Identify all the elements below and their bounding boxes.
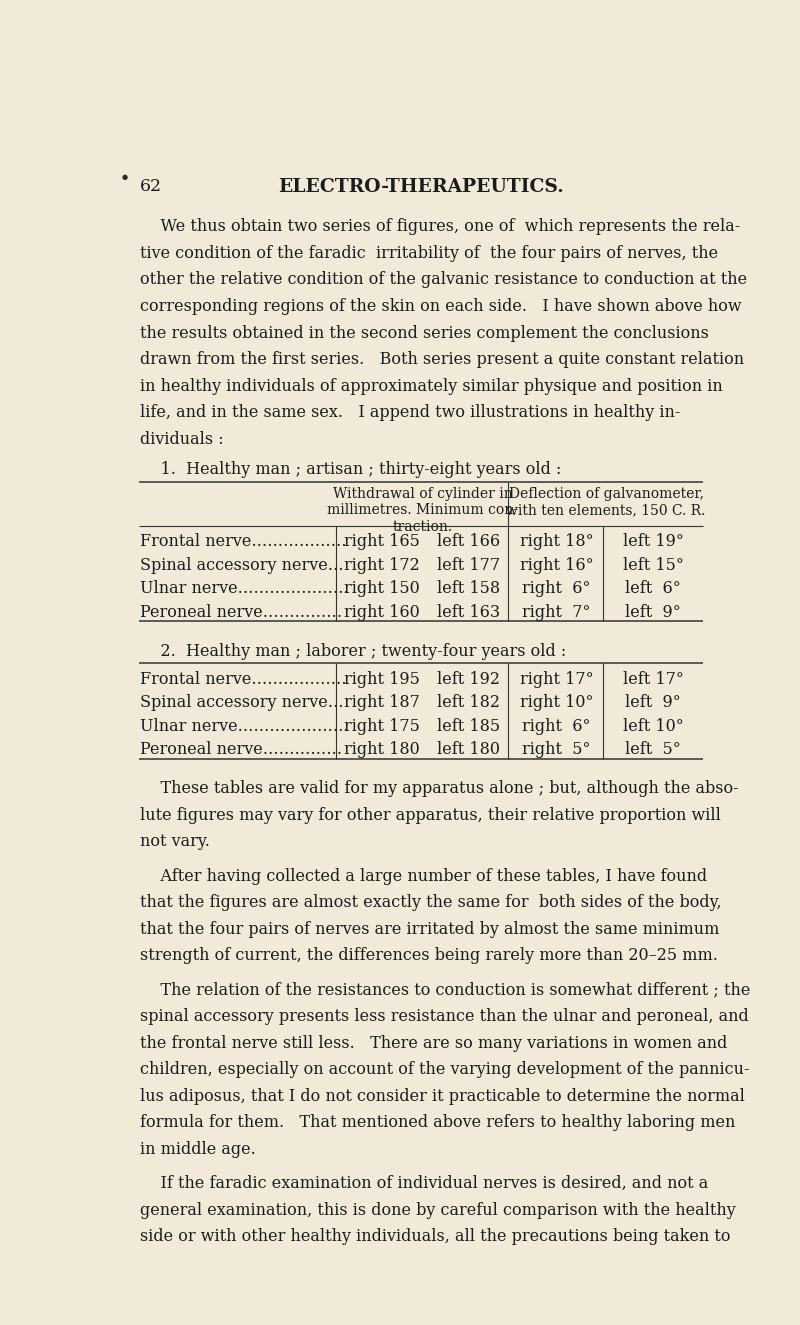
Text: right 165: right 165: [344, 534, 420, 550]
Text: If the faradic examination of individual nerves is desired, and not a: If the faradic examination of individual…: [140, 1175, 709, 1192]
Text: strength of current, the differences being rarely more than 20–25 mm.: strength of current, the differences bei…: [140, 947, 718, 965]
Text: drawn from the first series.   Both series present a quite constant relation: drawn from the first series. Both series…: [140, 351, 745, 368]
Text: left 192: left 192: [437, 670, 500, 688]
Text: in healthy individuals of approximately similar physique and position in: in healthy individuals of approximately …: [140, 378, 723, 395]
Text: right 16°: right 16°: [520, 556, 594, 574]
Text: left 185: left 185: [437, 718, 500, 735]
Text: life, and in the same sex.   I append two illustrations in healthy in-: life, and in the same sex. I append two …: [140, 404, 681, 421]
Text: tive condition of the faradic  irritability of  the four pairs of nerves, the: tive condition of the faradic irritabili…: [140, 245, 718, 262]
Text: right 175: right 175: [344, 718, 420, 735]
Text: the results obtained in the second series complement the conclusions: the results obtained in the second serie…: [140, 325, 709, 342]
Text: left  5°: left 5°: [626, 742, 682, 758]
Text: that the figures are almost exactly the same for  both sides of the body,: that the figures are almost exactly the …: [140, 894, 722, 912]
Text: Peroneal nerve……………: Peroneal nerve……………: [140, 604, 342, 621]
Text: The relation of the resistances to conduction is somewhat different ; the: The relation of the resistances to condu…: [140, 982, 750, 999]
Text: formula for them.   That mentioned above refers to healthy laboring men: formula for them. That mentioned above r…: [140, 1114, 736, 1132]
Text: that the four pairs of nerves are irritated by almost the same minimum: that the four pairs of nerves are irrita…: [140, 921, 720, 938]
Text: 62: 62: [140, 179, 162, 195]
Text: These tables are valid for my apparatus alone ; but, although the abso-: These tables are valid for my apparatus …: [140, 780, 739, 798]
Text: ●: ●: [122, 175, 128, 180]
Text: left  9°: left 9°: [626, 694, 682, 712]
Text: not vary.: not vary.: [140, 833, 210, 851]
Text: Peroneal nerve……………: Peroneal nerve……………: [140, 742, 342, 758]
Text: left 166: left 166: [437, 534, 500, 550]
Text: lute figures may vary for other apparatus, their relative proportion will: lute figures may vary for other apparatu…: [140, 807, 721, 824]
Text: left 15°: left 15°: [623, 556, 684, 574]
Text: left  9°: left 9°: [626, 604, 682, 621]
Text: left 19°: left 19°: [623, 534, 684, 550]
Text: left 177: left 177: [437, 556, 500, 574]
Text: right 172: right 172: [344, 556, 419, 574]
Text: children, especially on account of the varying development of the pannicu-: children, especially on account of the v…: [140, 1061, 750, 1079]
Text: right  7°: right 7°: [522, 604, 590, 621]
Text: Ulnar nerve…………………: Ulnar nerve…………………: [140, 718, 349, 735]
Text: right 195: right 195: [344, 670, 420, 688]
Text: After having collected a large number of these tables, I have found: After having collected a large number of…: [140, 868, 707, 885]
Text: in middle age.: in middle age.: [140, 1141, 256, 1158]
Text: 1.  Healthy man ; artisan ; thirty-eight years old :: 1. Healthy man ; artisan ; thirty-eight …: [140, 461, 562, 478]
Text: other the relative condition of the galvanic resistance to conduction at the: other the relative condition of the galv…: [140, 272, 747, 289]
Text: Frontal nerve………………: Frontal nerve………………: [140, 534, 347, 550]
Text: right  5°: right 5°: [522, 742, 590, 758]
Text: right 17°: right 17°: [520, 670, 594, 688]
Text: right 10°: right 10°: [520, 694, 594, 712]
Text: Spinal accessory nerve…: Spinal accessory nerve…: [140, 556, 344, 574]
Text: right 180: right 180: [344, 742, 419, 758]
Text: side or with other healthy individuals, all the precautions being taken to: side or with other healthy individuals, …: [140, 1228, 731, 1246]
Text: left 10°: left 10°: [623, 718, 684, 735]
Text: right  6°: right 6°: [522, 718, 590, 735]
Text: ELECTRO-THERAPEUTICS.: ELECTRO-THERAPEUTICS.: [278, 179, 564, 196]
Text: Spinal accessory nerve…: Spinal accessory nerve…: [140, 694, 344, 712]
Text: the frontal nerve still less.   There are so many variations in women and: the frontal nerve still less. There are …: [140, 1035, 728, 1052]
Text: right  6°: right 6°: [522, 580, 590, 598]
Text: left 182: left 182: [437, 694, 500, 712]
Text: left 17°: left 17°: [623, 670, 684, 688]
Text: general examination, this is done by careful comparison with the healthy: general examination, this is done by car…: [140, 1202, 736, 1219]
Text: Ulnar nerve…………………: Ulnar nerve…………………: [140, 580, 349, 598]
Text: left 163: left 163: [437, 604, 500, 621]
Text: right 18°: right 18°: [520, 534, 594, 550]
Text: left 158: left 158: [437, 580, 500, 598]
Text: Deflection of galvanometer,
with ten elements, 150 C. R.: Deflection of galvanometer, with ten ele…: [506, 488, 706, 517]
Text: Frontal nerve………………: Frontal nerve………………: [140, 670, 347, 688]
Text: spinal accessory presents less resistance than the ulnar and peroneal, and: spinal accessory presents less resistanc…: [140, 1008, 749, 1026]
Text: lus adiposus, that I do not consider it practicable to determine the normal: lus adiposus, that I do not consider it …: [140, 1088, 745, 1105]
Text: corresponding regions of the skin on each side.   I have shown above how: corresponding regions of the skin on eac…: [140, 298, 742, 315]
Text: We thus obtain two series of figures, one of  which represents the rela-: We thus obtain two series of figures, on…: [140, 219, 741, 236]
Text: right 160: right 160: [344, 604, 419, 621]
Text: right 187: right 187: [344, 694, 420, 712]
Text: dividuals :: dividuals :: [140, 431, 224, 448]
Text: left 180: left 180: [437, 742, 500, 758]
Text: right 150: right 150: [344, 580, 419, 598]
Text: left  6°: left 6°: [626, 580, 682, 598]
Text: Withdrawal of cylinder in
millimetres. Minimum con-
traction.: Withdrawal of cylinder in millimetres. M…: [327, 488, 518, 534]
Text: 2.  Healthy man ; laborer ; twenty-four years old :: 2. Healthy man ; laborer ; twenty-four y…: [140, 643, 566, 660]
